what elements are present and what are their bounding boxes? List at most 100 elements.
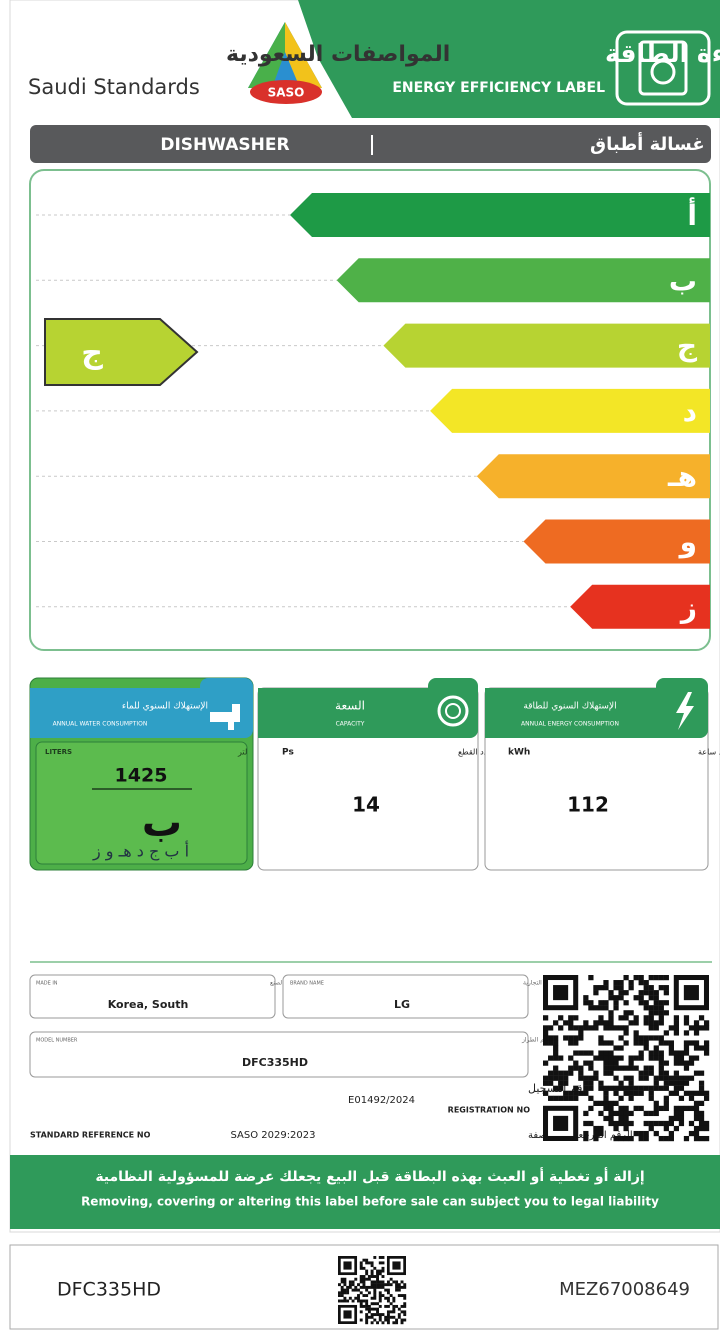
qr-module <box>613 1085 619 1091</box>
qr-module <box>668 1115 674 1122</box>
qr-module <box>343 1283 347 1287</box>
model-field: MODEL NUMBER رقم الطراز DFC335HD <box>29 1031 550 1078</box>
qr-module <box>397 1288 401 1292</box>
qr-module <box>593 1005 599 1011</box>
qr-module <box>703 1040 710 1046</box>
qr-module <box>578 1050 584 1056</box>
qr-module <box>573 1025 579 1031</box>
qr-module <box>553 1095 559 1101</box>
qr-module <box>638 990 644 996</box>
qr-module <box>593 1075 599 1081</box>
made-in-field: MADE IN بلد الصنع Korea, South <box>29 974 293 1019</box>
qr-module <box>343 1291 347 1295</box>
scale-label: د <box>683 395 697 428</box>
water-body <box>35 741 248 865</box>
qr-module <box>658 1065 664 1071</box>
org-arabic: المواصفات السعودية <box>226 42 450 67</box>
rating-arrow <box>44 318 199 386</box>
qr-module <box>648 1090 654 1096</box>
qr-module <box>357 1299 360 1303</box>
qr-module <box>588 1075 594 1081</box>
model-value: DFC335HD <box>242 1056 308 1069</box>
qr-module <box>367 1310 371 1314</box>
qr-module <box>403 1313 407 1317</box>
qr-module <box>653 990 659 996</box>
qr-module <box>593 1070 599 1076</box>
qr-module <box>365 1302 369 1306</box>
qr-module <box>543 1075 549 1081</box>
qr-module <box>376 1307 379 1311</box>
qr-module <box>643 1065 649 1071</box>
qr-module <box>367 1261 371 1265</box>
qr-module <box>688 1055 695 1061</box>
qr-module <box>613 1090 619 1096</box>
qr-module <box>678 1110 685 1117</box>
qr-module <box>386 1288 390 1292</box>
qr-module <box>638 1040 644 1046</box>
qr-module <box>346 1285 350 1289</box>
qr-module <box>643 1045 649 1051</box>
qr-module <box>386 1304 390 1308</box>
qr-module <box>378 1304 382 1308</box>
qr-module <box>378 1294 382 1297</box>
qr-module <box>608 1010 614 1016</box>
qr-module <box>613 995 619 1001</box>
qr-module <box>608 1120 614 1127</box>
qr-module <box>397 1285 401 1289</box>
qr-module <box>400 1318 404 1322</box>
qr-module <box>392 1299 396 1303</box>
qr-module <box>598 1055 604 1061</box>
model-label-english: MODEL NUMBER <box>36 1038 78 1044</box>
qr-module <box>338 1294 341 1297</box>
qr-module <box>613 1065 619 1071</box>
qr-module <box>618 1135 624 1142</box>
qr-module <box>338 1283 341 1287</box>
qr-module <box>362 1275 366 1278</box>
qr-module <box>688 1025 695 1031</box>
plate-icon <box>437 695 469 727</box>
qr-module <box>653 1110 659 1117</box>
qr-module <box>703 1120 710 1127</box>
qr-module <box>658 1060 664 1066</box>
qr-module <box>703 1135 710 1142</box>
model-box <box>29 1031 529 1078</box>
qr-module <box>583 1120 589 1127</box>
qr-module <box>613 1045 619 1051</box>
qr-module <box>628 1075 634 1081</box>
qr-module <box>362 1266 366 1270</box>
qr-module <box>648 1070 654 1076</box>
qr-module <box>403 1310 407 1314</box>
qr-module <box>362 1304 366 1308</box>
qr-module <box>603 1085 609 1091</box>
qr-module <box>643 1130 649 1137</box>
qr-module <box>365 1261 369 1265</box>
qr-module <box>688 1130 695 1137</box>
qr-finder <box>392 1261 401 1270</box>
qr-module <box>643 1040 649 1046</box>
qr-module <box>593 1020 599 1026</box>
qr-module <box>548 1035 554 1041</box>
qr-module <box>613 1000 619 1006</box>
qr-module <box>389 1294 393 1297</box>
qr-module <box>381 1261 385 1265</box>
qr-module <box>381 1313 385 1317</box>
qr-module <box>403 1285 407 1289</box>
qr-module <box>678 1105 685 1112</box>
qr-module <box>608 1050 614 1056</box>
qr-module <box>593 1135 599 1142</box>
brand-label-english: BRAND NAME <box>290 981 324 987</box>
qr-module <box>668 1025 674 1031</box>
qr-module <box>373 1275 377 1278</box>
brand-field: BRAND NAME العلامة التجارية LG <box>282 974 560 1019</box>
qr-module <box>354 1277 358 1281</box>
qr-module <box>343 1296 347 1300</box>
qr-module <box>598 985 604 991</box>
qr-module <box>633 1105 639 1112</box>
scale-arrow <box>383 323 710 368</box>
qr-module <box>378 1313 382 1317</box>
qr-module <box>343 1299 347 1303</box>
qr-module <box>373 1313 377 1317</box>
qr-module <box>633 1065 639 1071</box>
qr-module <box>623 1125 629 1132</box>
